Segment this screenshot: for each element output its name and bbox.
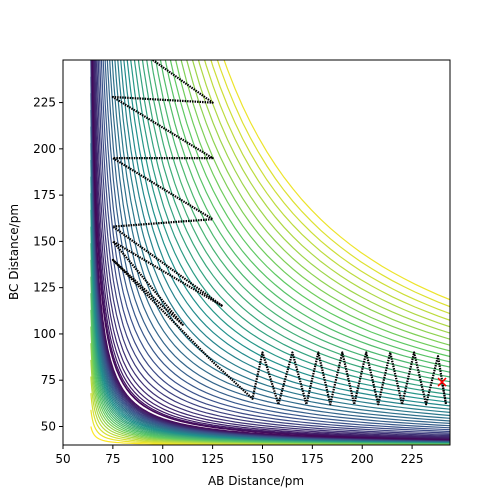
contour-line <box>90 309 450 445</box>
contour-line <box>91 60 450 441</box>
contours <box>90 60 450 445</box>
contour-line <box>90 393 450 445</box>
contour-line <box>123 60 450 407</box>
contour-line <box>90 76 450 442</box>
x-tick-label: 175 <box>301 452 324 466</box>
x-tick-label: 50 <box>55 452 70 466</box>
plot-frame <box>62 59 451 446</box>
contour-line <box>90 60 450 442</box>
contour-line <box>93 60 450 439</box>
contour-line <box>117 60 450 414</box>
contour-line <box>109 60 450 422</box>
contour-line <box>90 359 450 445</box>
y-tick-label: 175 <box>33 188 56 202</box>
contour-line <box>96 60 450 436</box>
contour-line <box>114 60 450 417</box>
x-tick-label: 125 <box>201 452 224 466</box>
contour-line <box>90 60 450 442</box>
contour-line <box>90 226 450 444</box>
contour-line <box>90 176 450 443</box>
y-tick-label: 200 <box>33 142 56 156</box>
y-tick-label: 50 <box>41 419 56 433</box>
contour-line <box>90 243 450 444</box>
contour-line <box>104 60 450 427</box>
contour-line <box>99 60 450 433</box>
contour-line <box>90 376 450 445</box>
y-tick-label: 225 <box>33 96 56 110</box>
y-tick-label: 150 <box>33 234 56 248</box>
contour-line <box>126 60 450 403</box>
contour-line <box>90 259 450 444</box>
contour-line <box>90 159 450 443</box>
x-axis-label: AB Distance/pm <box>208 474 304 488</box>
contour-line <box>90 109 450 442</box>
y-tick-label: 125 <box>33 281 56 295</box>
contour-line <box>92 60 450 440</box>
y-tick-label: 100 <box>33 327 56 341</box>
contour-line <box>90 409 450 445</box>
x-tick-label: 200 <box>351 452 374 466</box>
contour-line <box>97 60 450 434</box>
trajectory <box>111 60 448 406</box>
contour-line <box>95 60 450 437</box>
contour-line <box>90 193 450 443</box>
contour-line <box>102 60 450 429</box>
x-tick-label: 100 <box>151 452 174 466</box>
x-tick-label: 75 <box>105 452 120 466</box>
contour-line <box>111 60 450 419</box>
contour-line <box>91 60 450 441</box>
contour-line <box>90 276 450 444</box>
trajectory-layer <box>111 60 448 406</box>
contour-line <box>92 60 450 440</box>
contour-line <box>92 60 450 439</box>
contour-line <box>120 60 450 410</box>
contour-line <box>90 60 450 441</box>
y-axis-label: BC Distance/pm <box>7 204 21 300</box>
end-marker <box>437 377 447 387</box>
contour-line <box>91 60 450 441</box>
x-tick-label: 225 <box>401 452 424 466</box>
contour-line <box>90 343 450 445</box>
contour-line <box>90 126 450 443</box>
contour-line <box>94 60 450 438</box>
contour-line <box>90 143 450 443</box>
x-tick-label: 150 <box>251 452 274 466</box>
contour-line <box>90 93 450 442</box>
contour-line <box>90 426 450 445</box>
contour-line <box>90 293 450 444</box>
contour-line <box>106 60 450 425</box>
contour-line <box>91 60 450 441</box>
contour-line <box>90 326 450 445</box>
contour-line <box>100 60 450 431</box>
contour-line <box>90 209 450 444</box>
y-tick-label: 75 <box>41 373 56 387</box>
contour-line <box>90 60 450 442</box>
contour-line <box>130 60 450 400</box>
